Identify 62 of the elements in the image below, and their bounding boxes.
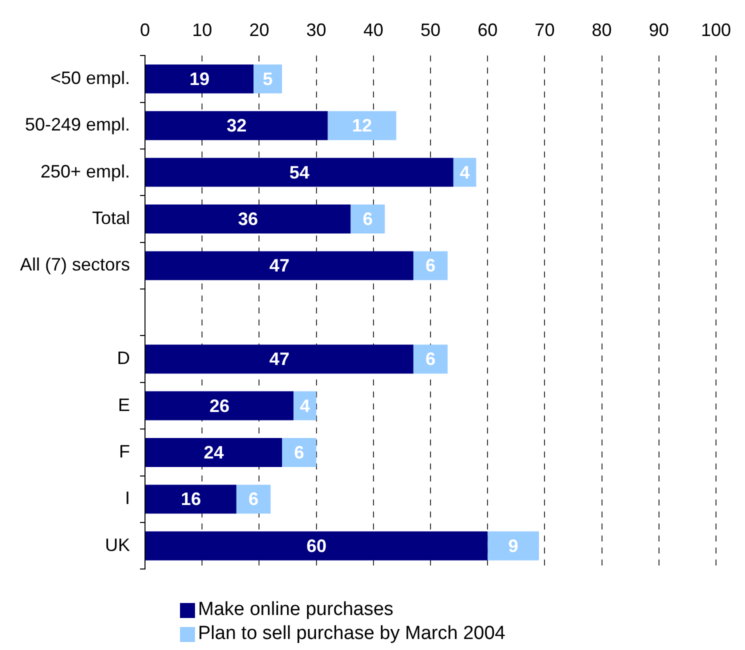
data-label: 60 <box>306 536 327 556</box>
data-label: 54 <box>289 162 310 182</box>
bar <box>146 531 488 560</box>
bar <box>146 484 236 514</box>
y-tick-label: UK <box>105 534 130 555</box>
data-label: 19 <box>189 68 210 89</box>
bar <box>146 158 454 187</box>
x-tick-label: 30 <box>306 20 326 40</box>
bar <box>413 251 448 280</box>
x-tick-label: 70 <box>534 20 555 40</box>
data-label: 6 <box>362 208 373 229</box>
data-label: 12 <box>352 116 372 136</box>
bar <box>488 531 539 560</box>
bar <box>413 344 448 374</box>
data-label: 9 <box>508 536 518 556</box>
x-tick-label: 50 <box>420 20 441 40</box>
data-label: 32 <box>226 116 247 136</box>
x-tick-label: 40 <box>363 20 384 40</box>
x-tick-label: 20 <box>249 20 270 40</box>
data-label: 6 <box>425 256 436 276</box>
y-tick-label: I <box>125 488 130 508</box>
y-tick-label: <50 empl. <box>50 68 130 88</box>
bar <box>293 391 316 420</box>
y-tick-label: F <box>119 441 130 462</box>
data-label: 47 <box>269 256 290 276</box>
bar <box>146 344 414 374</box>
x-tick-label: 100 <box>700 20 732 40</box>
x-tick-label: 60 <box>478 20 498 40</box>
data-label: 6 <box>294 442 304 462</box>
y-tick-label: D <box>117 348 130 368</box>
bar <box>282 438 316 467</box>
legend-label: Make online purchases <box>198 598 394 622</box>
bar <box>146 438 282 467</box>
data-label: 26 <box>209 396 230 416</box>
bar <box>146 391 294 420</box>
legend-label: Plan to sell purchase by March 2004 <box>198 622 506 646</box>
data-label: 4 <box>460 162 470 182</box>
x-tick-label: 0 <box>140 20 150 40</box>
bar <box>146 111 328 140</box>
bar <box>146 64 254 94</box>
x-tick-label: 90 <box>648 20 669 40</box>
y-tick-label: All (7) sectors <box>20 254 130 275</box>
data-label: 5 <box>262 68 273 89</box>
bar <box>350 204 385 234</box>
y-tick-label: E <box>118 394 130 415</box>
bar <box>236 484 271 514</box>
data-label: 6 <box>425 349 436 370</box>
data-label: 24 <box>204 442 224 462</box>
data-label: 6 <box>248 489 259 510</box>
bar <box>328 111 396 140</box>
bar <box>146 251 414 280</box>
data-label: 47 <box>269 349 290 370</box>
x-tick-label: 10 <box>192 20 212 40</box>
data-label: 16 <box>180 489 201 510</box>
data-label: 36 <box>238 208 258 229</box>
bar <box>254 64 282 94</box>
x-tick-label: 80 <box>592 20 612 40</box>
y-tick-label: Total <box>92 208 130 228</box>
y-tick-label: 50-249 empl. <box>24 114 130 135</box>
data-label: 4 <box>300 396 310 416</box>
y-tick-label: 250+ empl. <box>40 161 130 182</box>
bar <box>146 204 351 234</box>
